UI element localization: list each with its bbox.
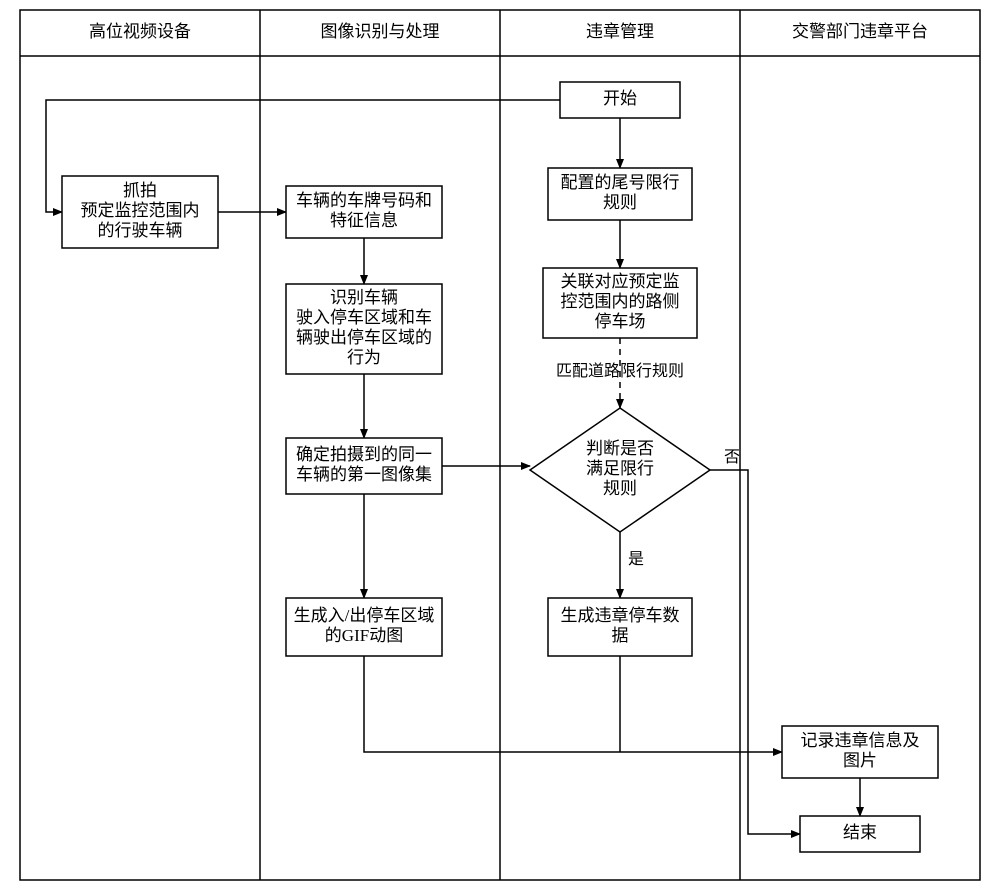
- node-cfg: 配置的尾号限行规则: [548, 168, 692, 220]
- node-plate: 车辆的车牌号码和特征信息: [286, 186, 442, 238]
- edge-label-e4: 是: [628, 551, 644, 568]
- node-record: 记录违章信息及图片: [782, 726, 938, 778]
- node-record-line0: 记录违章信息及: [801, 731, 920, 750]
- node-firstset: 确定拍摄到的同一车辆的第一图像集: [286, 438, 442, 494]
- lane-title-1: 高位视频设备: [89, 22, 191, 41]
- node-capture-line2: 的行驶车辆: [98, 221, 183, 240]
- node-assoc-line0: 关联对应预定监: [561, 272, 680, 291]
- node-plate-line0: 车辆的车牌号码和: [296, 191, 432, 210]
- node-recog-line1: 驶入停车区域和车: [296, 308, 432, 327]
- node-gen: 生成违章停车数据: [548, 598, 692, 656]
- node-assoc: 关联对应预定监控范围内的路侧停车场: [543, 268, 697, 338]
- edge-label-e3: 匹配道路限行规则: [556, 362, 684, 380]
- node-capture-line1: 预定监控范围内: [81, 201, 200, 220]
- node-decide-line1: 满足限行: [586, 459, 654, 478]
- node-gif-line1: 的GIF动图: [325, 626, 403, 645]
- node-recog-line2: 辆驶出停车区域的: [296, 328, 432, 347]
- node-recog-line3: 行为: [347, 348, 381, 367]
- node-plate-line1: 特征信息: [330, 211, 398, 230]
- node-record-line1: 图片: [843, 751, 877, 770]
- node-gen-line1: 据: [612, 626, 629, 645]
- lane-title-3: 违章管理: [586, 22, 654, 41]
- node-firstset-line0: 确定拍摄到的同一: [296, 445, 432, 464]
- node-decide-line0: 判断是否: [586, 439, 654, 458]
- lane-title-4: 交警部门违章平台: [792, 22, 928, 41]
- node-start-line0: 开始: [603, 89, 637, 108]
- node-cfg-line1: 规则: [603, 193, 637, 212]
- node-capture-line0: 抓拍: [123, 181, 157, 200]
- node-gen-line0: 生成违章停车数: [561, 606, 680, 625]
- node-assoc-line2: 停车场: [595, 312, 646, 331]
- node-capture: 抓拍预定监控范围内的行驶车辆: [62, 176, 218, 248]
- node-recog: 识别车辆驶入停车区域和车辆驶出停车区域的行为: [286, 284, 442, 374]
- node-decide-line2: 规则: [603, 479, 637, 498]
- node-start: 开始: [560, 82, 680, 118]
- edge-label-e5: 否: [724, 449, 740, 466]
- node-firstset-line1: 车辆的第一图像集: [296, 465, 432, 484]
- node-end: 结束: [800, 816, 920, 852]
- node-gif-line0: 生成入/出停车区域: [294, 606, 435, 625]
- node-recog-line0: 识别车辆: [330, 288, 398, 307]
- lane-title-2: 图像识别与处理: [321, 22, 440, 41]
- node-cfg-line0: 配置的尾号限行: [561, 173, 680, 192]
- flowchart-swimlane: 高位视频设备 图像识别与处理 违章管理 交警部门违章平台 匹配道路限行规则是否 …: [0, 0, 1000, 895]
- node-end-line0: 结束: [843, 823, 877, 842]
- node-gif: 生成入/出停车区域的GIF动图: [286, 598, 442, 656]
- node-assoc-line1: 控范围内的路侧: [561, 292, 680, 311]
